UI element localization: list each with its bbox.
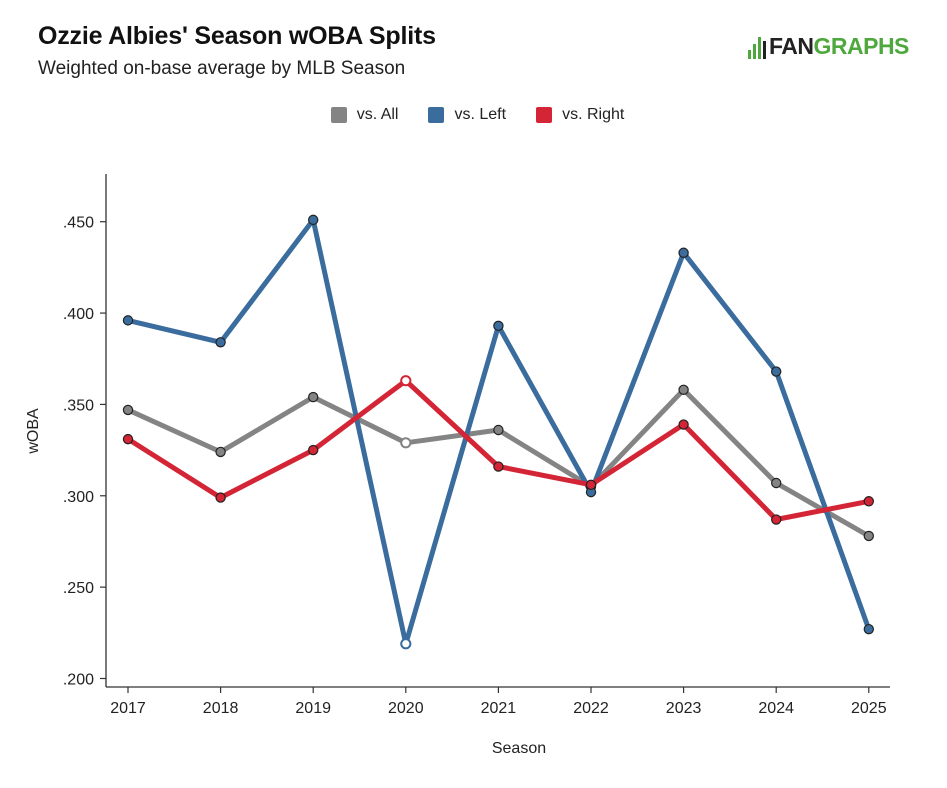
data-point-vs-right <box>215 492 226 503</box>
x-tick-label: 2022 <box>573 700 609 717</box>
x-axis-label: Season <box>492 740 546 757</box>
x-tick-label: 2017 <box>110 700 146 717</box>
x-tick-label: 2019 <box>295 700 331 717</box>
y-axis-label: wOBA <box>25 408 42 455</box>
y-tick-label: .300 <box>63 489 94 506</box>
legend-swatch-all <box>330 107 347 123</box>
data-point-vs-all <box>863 530 875 542</box>
x-tick-label: 2021 <box>481 700 517 717</box>
logo-text-fan: FAN <box>769 33 814 59</box>
data-point-vs-right <box>863 496 875 507</box>
data-point-vs-right <box>678 419 689 430</box>
data-point-vs-left <box>122 315 134 326</box>
legend-item-all: vs. All <box>330 106 399 124</box>
data-point-vs-left <box>308 214 319 226</box>
batter-icon <box>748 35 766 59</box>
x-tick-label: 2020 <box>388 700 424 717</box>
data-point-vs-left <box>215 337 226 348</box>
x-tick-label: 2024 <box>758 700 794 717</box>
y-tick-label: .250 <box>63 580 94 597</box>
data-point-vs-all <box>493 424 504 436</box>
data-point-vs-left <box>493 320 504 332</box>
data-point-vs-right <box>493 461 504 472</box>
legend-label-right: vs. Right <box>562 106 625 123</box>
legend-label-all: vs. All <box>356 106 399 123</box>
data-point-vs-right <box>400 375 412 387</box>
data-point-vs-left <box>400 638 412 650</box>
data-point-vs-left <box>771 366 782 377</box>
legend-swatch-left <box>428 107 445 123</box>
data-point-vs-all <box>122 404 134 416</box>
chart-subtitle: Weighted on-base average by MLB Season <box>38 58 406 79</box>
x-tick-label: 2023 <box>666 700 702 717</box>
legend-swatch-right <box>536 107 553 123</box>
data-point-vs-all <box>215 446 226 458</box>
data-point-vs-right <box>122 433 134 445</box>
data-point-vs-left <box>863 623 875 635</box>
legend-item-right: vs. Right <box>536 106 624 124</box>
x-tick-label: 2025 <box>851 700 887 717</box>
data-point-vs-all <box>308 391 319 403</box>
data-point-vs-all <box>400 437 412 449</box>
y-tick-label: .400 <box>63 306 94 323</box>
legend-item-left: vs. Left <box>428 106 506 124</box>
y-tick-label: .200 <box>63 672 94 689</box>
chart-title: Ozzie Albies' Season wOBA Splits <box>38 22 436 50</box>
legend-label-left: vs. Left <box>454 106 507 123</box>
logo-text-graphs: GRAPHS <box>813 33 910 59</box>
data-point-vs-all <box>678 384 689 396</box>
data-point-vs-right <box>771 514 782 525</box>
data-point-vs-right <box>308 444 319 456</box>
data-point-vs-left <box>678 247 689 258</box>
chart-legend: vs. All vs. Left vs. Right <box>0 106 947 124</box>
data-point-vs-all <box>771 477 782 489</box>
data-point-vs-right <box>585 479 597 491</box>
fangraphs-logo: FANGRAPHS <box>748 33 909 60</box>
y-tick-label: .350 <box>63 397 94 414</box>
y-tick-label: .450 <box>63 215 94 232</box>
x-tick-label: 2018 <box>203 700 239 717</box>
series-line-vs-right <box>125 378 872 522</box>
